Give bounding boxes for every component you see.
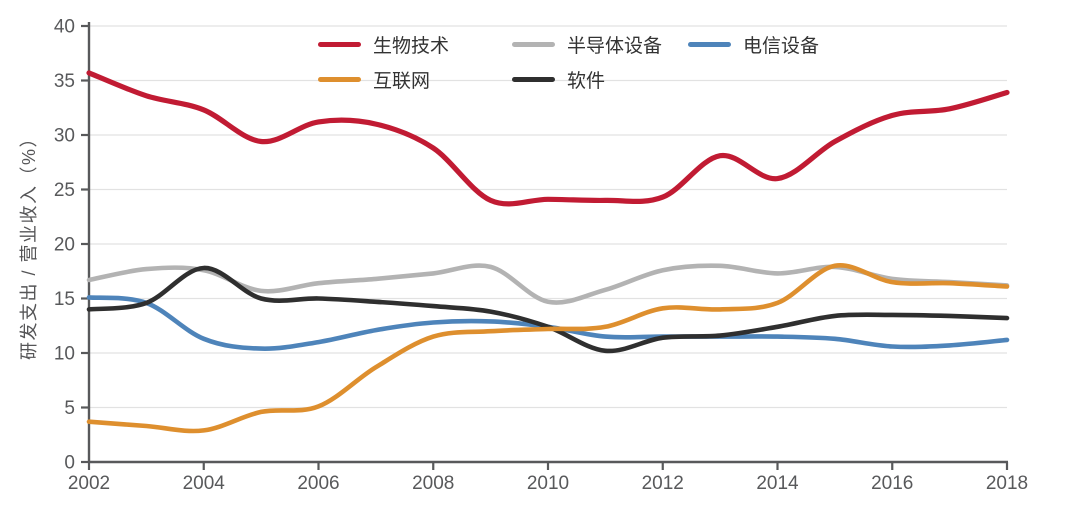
x-tick-label-2002: 2002 [68, 473, 110, 494]
series-line-biotech [86, 70, 1010, 207]
legend-item-biotech: 生物技术 [318, 30, 512, 58]
y-tick-label-20: 20 [54, 235, 75, 256]
y-tick-label-0: 0 [64, 453, 75, 474]
legend-swatch-internet [318, 76, 361, 82]
y-tick-label-5: 5 [64, 398, 75, 419]
legend-item-software: 软件 [512, 65, 688, 93]
y-tick-label-10: 10 [54, 344, 75, 365]
legend: 生物技术 半导体设备 电信设备互联网 软件 [318, 30, 819, 93]
y-tick-label-35: 35 [54, 71, 75, 92]
x-tick-label-2004: 2004 [183, 473, 226, 494]
x-tick-label-2018: 2018 [986, 473, 1028, 494]
x-tick-label-2006: 2006 [297, 473, 339, 494]
x-tick-label-2010: 2010 [527, 473, 569, 494]
legend-label-telecom: 电信设备 [743, 35, 820, 57]
legend-swatch-biotech [318, 41, 361, 47]
legend-label-software: 软件 [567, 70, 606, 92]
x-tick-label-2016: 2016 [871, 473, 913, 494]
x-tick-label-2008: 2008 [412, 473, 454, 494]
legend-swatch-telecom [688, 41, 731, 47]
legend-item-telecom: 电信设备 [688, 30, 819, 58]
y-tick-label-25: 25 [54, 180, 75, 201]
legend-label-biotech: 生物技术 [373, 35, 450, 57]
x-tick-label-2014: 2014 [756, 473, 799, 494]
legend-item-internet: 互联网 [318, 65, 512, 93]
series-line-internet [86, 263, 1010, 434]
x-tick-label-2012: 2012 [642, 473, 684, 494]
y-tick-label-40: 40 [54, 17, 75, 38]
y-tick-label-30: 30 [54, 126, 75, 147]
legend-swatch-semiconductor [512, 41, 555, 47]
legend-label-internet: 互联网 [373, 70, 431, 92]
y-axis-label: 研发支出 / 营业收入（%） [19, 127, 39, 361]
legend-swatch-software [512, 76, 555, 82]
series-line-telecom [86, 295, 1010, 351]
legend-label-semiconductor: 半导体设备 [567, 35, 663, 57]
y-tick-label-15: 15 [54, 289, 75, 310]
series-line-semiconductor [86, 263, 1010, 305]
legend-item-semiconductor: 半导体设备 [512, 30, 688, 58]
